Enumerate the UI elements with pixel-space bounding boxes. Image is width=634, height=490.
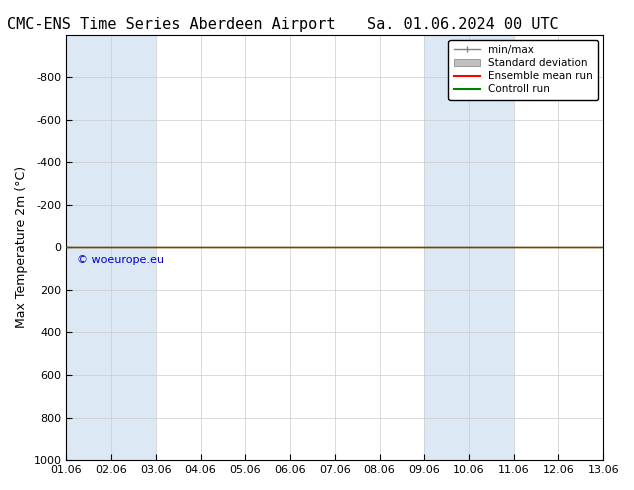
Legend: min/max, Standard deviation, Ensemble mean run, Controll run: min/max, Standard deviation, Ensemble me…: [448, 40, 598, 99]
Bar: [424, 35, 514, 460]
Text: Sa. 01.06.2024 00 UTC: Sa. 01.06.2024 00 UTC: [367, 17, 559, 32]
Text: © woeurope.eu: © woeurope.eu: [77, 255, 164, 265]
Bar: [67, 35, 156, 460]
Y-axis label: Max Temperature 2m (°C): Max Temperature 2m (°C): [15, 166, 28, 328]
Text: CMC-ENS Time Series Aberdeen Airport: CMC-ENS Time Series Aberdeen Airport: [7, 17, 335, 32]
